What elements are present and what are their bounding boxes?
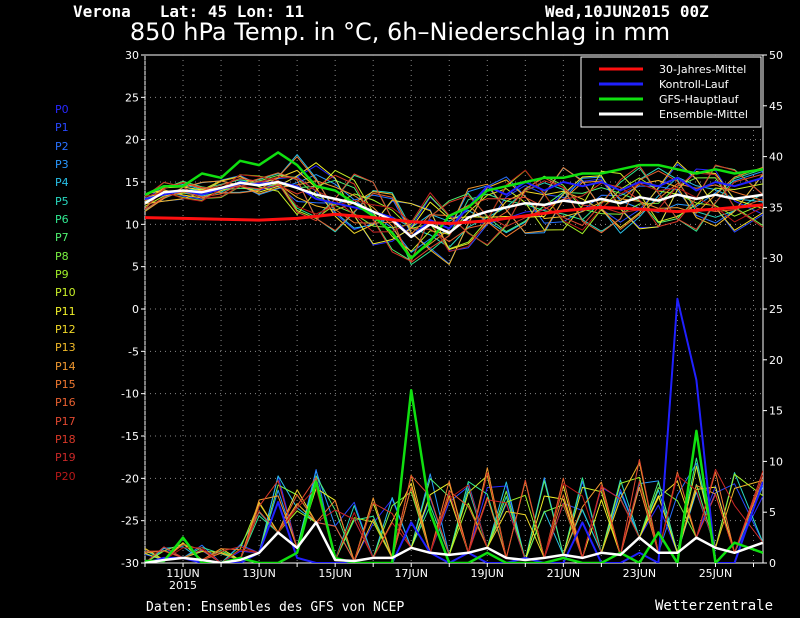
member-label-p12: P12 (55, 322, 76, 336)
y-right-tick-label: 50 (769, 49, 783, 62)
y-left-tick-label: -5 (128, 345, 139, 358)
y-left-tick-label: 30 (125, 49, 139, 62)
member-label-p9: P9 (55, 267, 69, 281)
y-right-tick-label: 40 (769, 151, 783, 164)
member-temp-line-p16 (145, 170, 763, 243)
y-left-tick-label: 5 (132, 261, 139, 274)
member-temp-line-p18 (145, 164, 763, 262)
gfs-temp-line (145, 151, 763, 260)
member-label-p10: P10 (55, 286, 76, 300)
y-right-tick-label: 25 (769, 303, 783, 316)
y-right-tick-label: 20 (769, 354, 783, 367)
member-label-p5: P5 (55, 194, 69, 208)
y-left-tick-label: 25 (125, 91, 139, 104)
climate-mean-line (145, 203, 763, 225)
y-left-tick-label: -10 (121, 388, 139, 401)
legend-label: 30-Jahres-Mittel (659, 63, 746, 76)
y-right-tick-label: 45 (769, 100, 783, 113)
legend-label: Kontroll-Lauf (659, 78, 730, 91)
y-left-tick-label: -15 (121, 430, 139, 443)
member-label-p2: P2 (55, 139, 69, 153)
member-label-p15: P15 (55, 377, 76, 391)
y-left-tick-label: -25 (121, 515, 139, 528)
member-label-p0: P0 (55, 103, 69, 116)
y-right-tick-label: 30 (769, 252, 783, 265)
member-label-p8: P8 (55, 249, 69, 263)
member-label-p16: P16 (55, 396, 76, 410)
y-right-tick-label: 10 (769, 455, 783, 468)
member-label-p11: P11 (55, 304, 76, 318)
x-tick-label: 23JUN (623, 567, 657, 580)
x-tick-label: 11JUN (166, 567, 200, 580)
member-label-p4: P4 (55, 176, 69, 190)
y-left-tick-label: 10 (125, 218, 139, 231)
member-label-p18: P18 (55, 432, 76, 446)
y-right-tick-label: 35 (769, 201, 783, 214)
x-tick-label: 17JUN (394, 567, 428, 580)
ensemble-member-list: P0 P1 P2 P3 P4 P5 P6 P7 P8 P9 P10 P11 P12 P13 P14 P15 P1… (55, 101, 76, 486)
y-left-tick-label: 15 (125, 176, 139, 189)
member-label-p13: P13 (55, 341, 76, 355)
mean-precip-line (145, 521, 763, 563)
x-tick-label: 15JUN (318, 567, 352, 580)
member-label-p1: P1 (55, 121, 69, 135)
y-left-tick-label: -30 (121, 557, 139, 570)
brand-label: Wetterzentrale (655, 598, 774, 614)
data-source-note: Daten: Ensembles des GFS von NCEP (146, 600, 405, 615)
y-right-tick-label: 0 (769, 557, 776, 570)
x-tick-year: 2015 (169, 579, 197, 592)
y-left-tick-label: -20 (121, 472, 139, 485)
y-right-tick-label: 5 (769, 506, 776, 519)
x-tick-label: 13JUN (242, 567, 276, 580)
x-tick-label: 19JUN (471, 567, 505, 580)
y-left-tick-label: 0 (132, 303, 139, 316)
run-date-label: Wed,10JUN2015 00Z (545, 2, 709, 21)
gfs-precip-line (145, 389, 763, 563)
x-tick-label: 25JUN (699, 567, 733, 580)
member-label-p14: P14 (55, 359, 76, 373)
chart-title: 850 hPa Temp. in °C, 6h–Niederschlag in … (129, 18, 671, 46)
member-label-p6: P6 (55, 212, 69, 226)
member-temp-line-p20 (145, 169, 763, 253)
mean-temp-line (145, 180, 763, 239)
member-label-p19: P19 (55, 451, 76, 465)
location-label: Verona Lat: 45 Lon: 11 (73, 2, 305, 21)
y-left-tick-label: 20 (125, 134, 139, 147)
member-label-p7: P7 (55, 231, 69, 245)
y-right-tick-label: 15 (769, 405, 783, 418)
x-tick-label: 21JUN (547, 567, 581, 580)
member-label-p17: P17 (55, 414, 76, 428)
legend-label: GFS-Hauptlauf (659, 93, 740, 106)
member-label-p20: P20 (55, 469, 76, 483)
member-label-p3: P3 (55, 157, 69, 171)
legend-label: Ensemble-Mittel (659, 108, 748, 121)
